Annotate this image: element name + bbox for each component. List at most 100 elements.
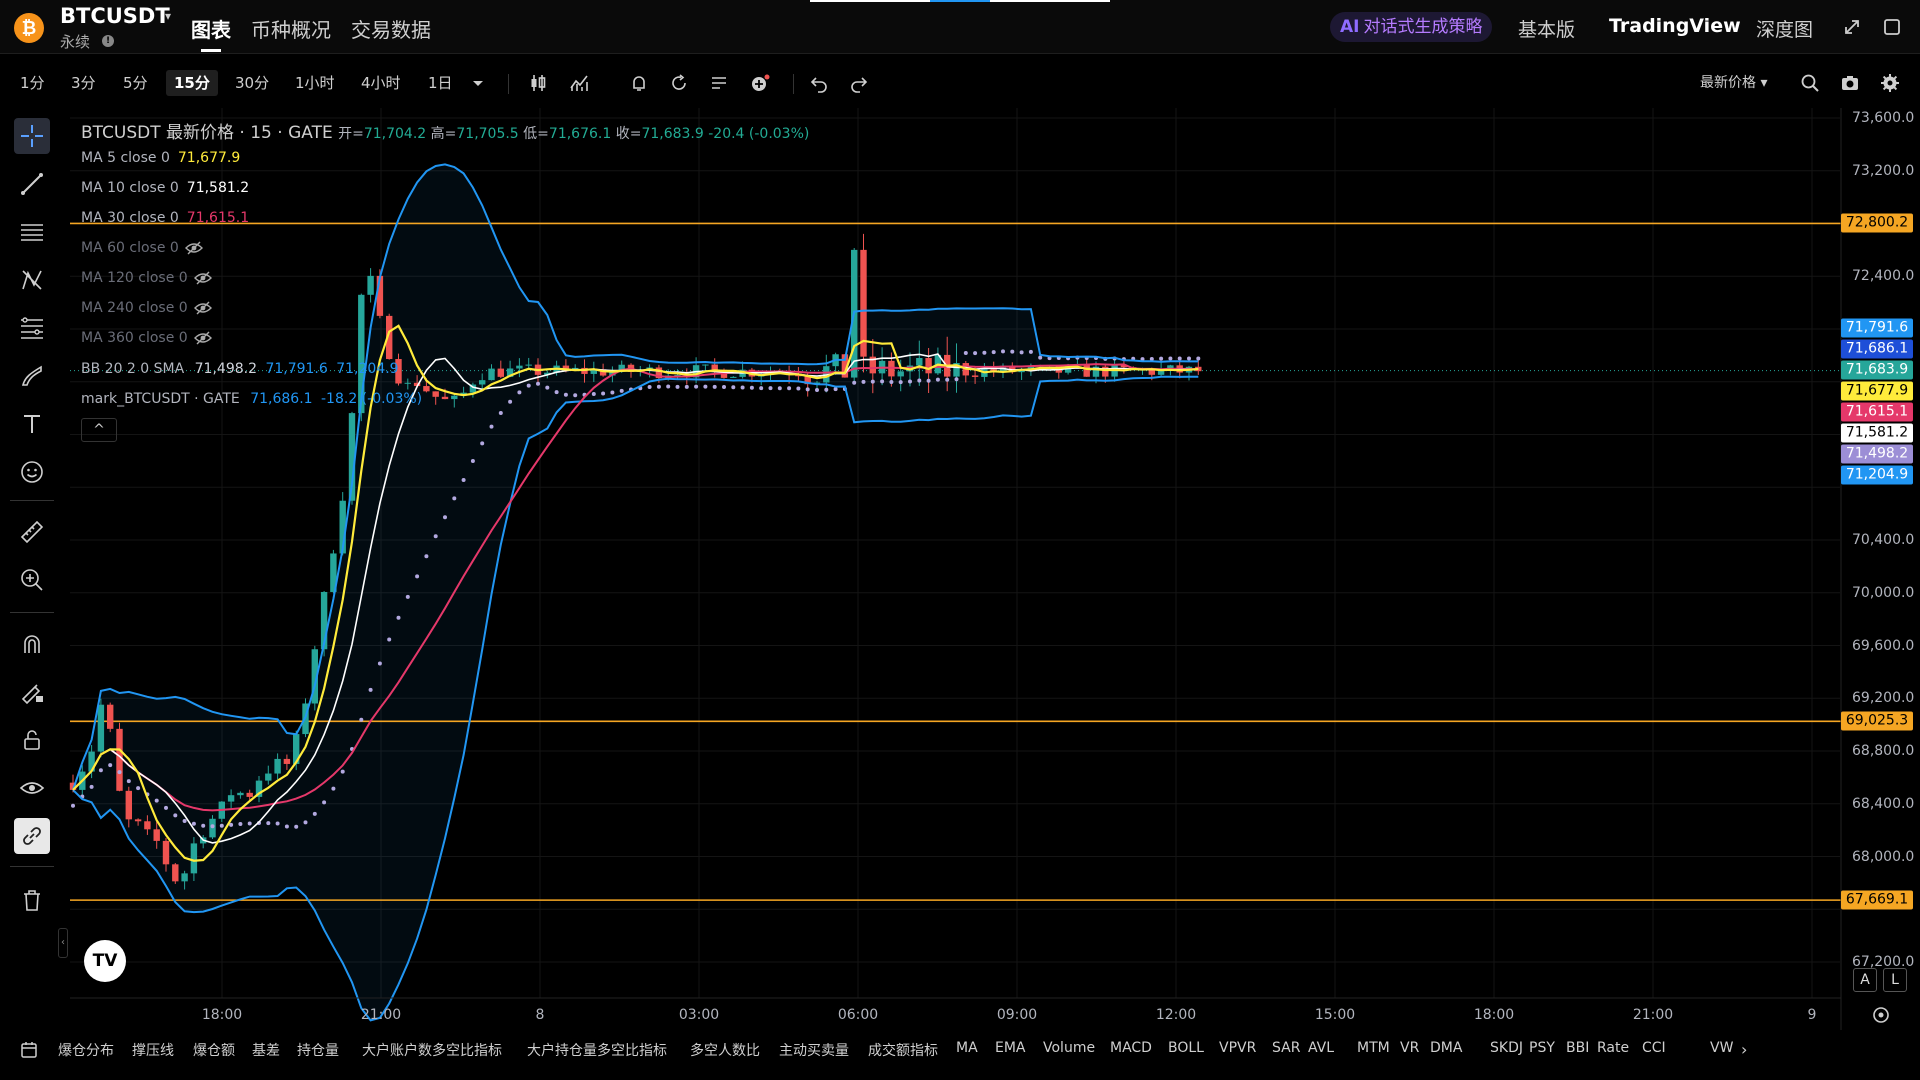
indicator-chip[interactable]: VR	[1400, 1040, 1420, 1056]
undo-icon[interactable]	[808, 72, 830, 94]
ai-strategy-button[interactable]: AI 对话式生成策略	[1330, 12, 1493, 42]
link-icon[interactable]	[14, 818, 50, 854]
timezone-settings-icon[interactable]	[1870, 1004, 1892, 1026]
indicator-chip[interactable]: Volume	[1043, 1040, 1096, 1056]
tab-depth-chart[interactable]: 深度图	[1756, 19, 1814, 41]
indicator-chip[interactable]: BOLL	[1168, 1040, 1204, 1056]
interval-3m[interactable]: 3分	[71, 74, 96, 92]
interval-1m[interactable]: 1分	[20, 74, 45, 92]
ruler-icon[interactable]	[14, 514, 50, 550]
indicators-icon[interactable]	[568, 72, 590, 94]
indicator-legend-row[interactable]: MA 30 close 0 71,615.1	[81, 210, 249, 226]
indicator-chip[interactable]: 撑压线	[132, 1043, 174, 1059]
indicator-legend-row[interactable]: MA 120 close 0	[81, 270, 212, 286]
trash-icon[interactable]	[14, 882, 50, 918]
indicator-chip[interactable]: MACD	[1110, 1040, 1152, 1056]
expand-icon[interactable]	[1842, 17, 1862, 37]
indicator-chip[interactable]: 大户账户数多空比指标	[362, 1043, 502, 1059]
indicator-chip[interactable]: 大户持仓量多空比指标	[527, 1043, 667, 1059]
lock-drawing-icon[interactable]	[14, 674, 50, 710]
side-panel-handle[interactable]: ‹	[58, 928, 68, 958]
symbol-name[interactable]: BTCUSDT	[60, 4, 170, 28]
horizontal-lines-icon[interactable]	[14, 214, 50, 250]
tab-tradingview[interactable]: TradingView	[1609, 15, 1741, 37]
indicator-chip[interactable]: PSY	[1529, 1040, 1555, 1056]
tradingview-logo[interactable]: TV	[84, 940, 126, 982]
indicator-legend-row[interactable]: MA 10 close 0 71,581.2	[81, 180, 249, 196]
templates-icon[interactable]	[708, 72, 730, 94]
zoom-in-icon[interactable]	[14, 562, 50, 598]
pitchfork-icon[interactable]	[14, 262, 50, 298]
indicator-legend-row[interactable]: MA 5 close 0 71,677.9	[81, 150, 240, 166]
eye-off-icon[interactable]	[193, 331, 212, 345]
search-icon[interactable]	[1799, 72, 1821, 94]
tab-coin-overview[interactable]: 币种概况	[251, 18, 331, 42]
replay-icon[interactable]	[668, 72, 690, 94]
indicator-chip[interactable]: 基差	[252, 1043, 280, 1059]
indicator-chip[interactable]: SKDJ	[1490, 1040, 1523, 1056]
text-icon[interactable]	[14, 406, 50, 442]
info-icon[interactable]: !	[102, 35, 114, 47]
eye-off-icon[interactable]	[193, 301, 212, 315]
symbol-dropdown-icon[interactable]: ▾	[165, 9, 172, 23]
interval-1d[interactable]: 1日	[428, 74, 453, 92]
indicator-chip[interactable]: 成交额指标	[868, 1043, 938, 1059]
candle-type-icon[interactable]	[527, 72, 549, 94]
price-type-select[interactable]: 最新价格 ▾	[1700, 70, 1767, 96]
fibonacci-icon[interactable]	[14, 310, 50, 346]
brush-icon[interactable]	[14, 358, 50, 394]
interval-15m[interactable]: 15分	[166, 70, 218, 96]
tab-trade-data[interactable]: 交易数据	[351, 18, 431, 42]
indicator-chip[interactable]: 多空人数比	[690, 1043, 760, 1059]
log-scale-toggle[interactable]: L	[1883, 968, 1907, 992]
indicator-chip[interactable]: 爆仓分布	[58, 1043, 114, 1059]
mark-price-legend[interactable]: mark_BTCUSDT · GATE 71,686.1 -18.2 (-0.0…	[81, 391, 422, 407]
eye-off-icon[interactable]	[184, 241, 203, 255]
interval-5m[interactable]: 5分	[123, 74, 148, 92]
indicator-chip[interactable]: 主动买卖量	[779, 1043, 849, 1059]
scroll-right-icon[interactable]: ›	[1741, 1040, 1748, 1059]
add-compare-icon[interactable]	[749, 72, 771, 94]
bb-legend[interactable]: BB 20 2 0 SMA 71,498.2 71,791.6 71,204.9	[81, 361, 399, 377]
collapse-legend-button[interactable]: ^	[81, 418, 117, 442]
indicator-chip[interactable]: CCI	[1642, 1040, 1666, 1056]
indicator-chip[interactable]: DMA	[1430, 1040, 1463, 1056]
lock-icon[interactable]	[14, 722, 50, 758]
indicator-legend-row[interactable]: MA 360 close 0	[81, 330, 212, 346]
camera-icon[interactable]	[1839, 72, 1861, 94]
eye-icon[interactable]	[14, 770, 50, 806]
crosshair-icon[interactable]	[14, 118, 50, 154]
sar-dot	[1028, 349, 1033, 354]
indicator-chip[interactable]: EMA	[995, 1040, 1026, 1056]
indicator-chip[interactable]: 持仓量	[297, 1043, 339, 1059]
indicator-chip[interactable]: Rate	[1597, 1040, 1630, 1056]
indicator-legend-row[interactable]: MA 60 close 0	[81, 240, 203, 256]
interval-4h[interactable]: 4小时	[361, 74, 401, 92]
fullscreen-icon[interactable]	[1882, 17, 1902, 37]
indicator-legend-row[interactable]: MA 240 close 0	[81, 300, 212, 316]
tab-chart[interactable]: 图表	[191, 18, 231, 42]
candle-body	[69, 782, 77, 790]
indicator-chip[interactable]: SAR	[1272, 1040, 1301, 1056]
auto-scale-toggle[interactable]: A	[1853, 968, 1877, 992]
indicator-chip[interactable]: VPVR	[1219, 1040, 1257, 1056]
calendar-icon[interactable]	[20, 1041, 38, 1059]
tab-basic[interactable]: 基本版	[1518, 19, 1576, 41]
more-intervals-dropdown-icon[interactable]	[467, 72, 489, 94]
indicator-chip[interactable]: MTM	[1357, 1040, 1390, 1056]
interval-1h[interactable]: 1小时	[295, 74, 335, 92]
redo-icon[interactable]	[848, 72, 870, 94]
indicator-chip[interactable]: VW	[1710, 1040, 1734, 1056]
indicator-chip[interactable]: BBI	[1566, 1040, 1590, 1056]
trend-line-icon[interactable]	[14, 166, 50, 202]
interval-30m[interactable]: 30分	[235, 74, 270, 92]
emoji-icon[interactable]	[14, 454, 50, 490]
indicator-chip[interactable]: AVL	[1308, 1040, 1335, 1056]
eye-off-icon[interactable]	[193, 271, 212, 285]
magnet-icon[interactable]	[14, 626, 50, 662]
indicator-chip[interactable]: MA	[956, 1040, 978, 1056]
indicator-chip[interactable]: 爆仓额	[193, 1043, 235, 1059]
settings-gear-icon[interactable]	[1879, 72, 1901, 94]
alert-icon[interactable]	[628, 72, 650, 94]
